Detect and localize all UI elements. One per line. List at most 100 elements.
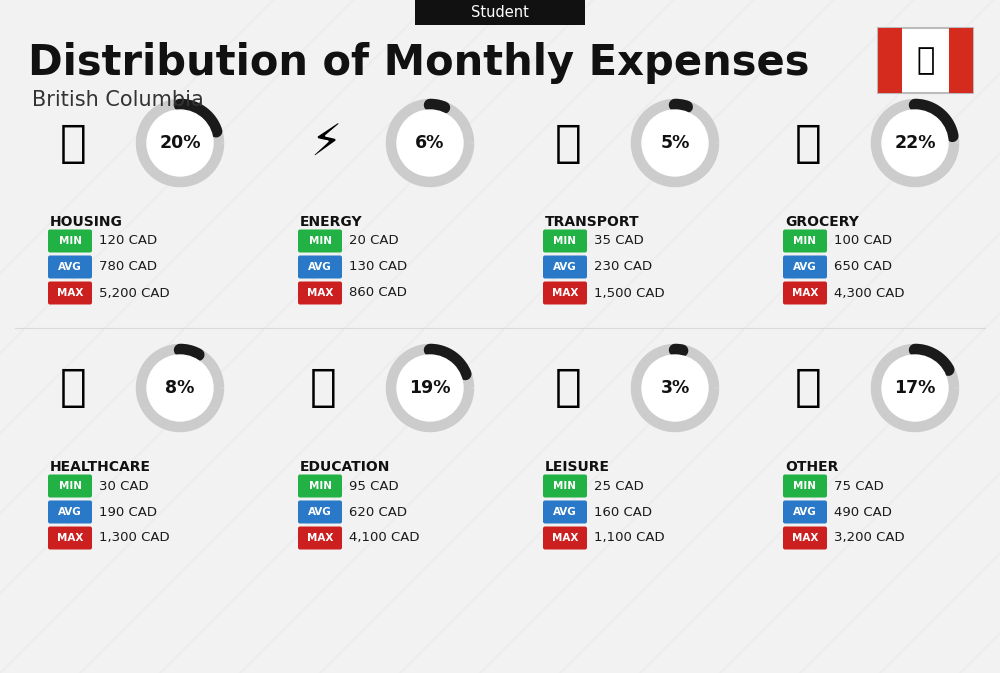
Text: 8%: 8% (165, 379, 195, 397)
Text: 3,200 CAD: 3,200 CAD (834, 532, 905, 544)
Text: LEISURE: LEISURE (545, 460, 610, 474)
FancyBboxPatch shape (298, 281, 342, 304)
FancyBboxPatch shape (298, 474, 342, 497)
Text: MAX: MAX (792, 288, 818, 298)
Text: 20 CAD: 20 CAD (349, 234, 399, 248)
Text: Distribution of Monthly Expenses: Distribution of Monthly Expenses (28, 42, 810, 84)
Text: MIN: MIN (308, 481, 332, 491)
Text: 35 CAD: 35 CAD (594, 234, 644, 248)
Text: AVG: AVG (308, 507, 332, 517)
Text: AVG: AVG (553, 507, 577, 517)
Text: AVG: AVG (58, 507, 82, 517)
Text: 4,300 CAD: 4,300 CAD (834, 287, 904, 299)
FancyBboxPatch shape (543, 256, 587, 279)
Circle shape (882, 355, 948, 421)
Text: 650 CAD: 650 CAD (834, 260, 892, 273)
Text: 🏢: 🏢 (60, 122, 87, 164)
Text: MIN: MIN (308, 236, 332, 246)
Text: 1,300 CAD: 1,300 CAD (99, 532, 170, 544)
FancyBboxPatch shape (543, 526, 587, 549)
Text: Student: Student (471, 5, 529, 20)
FancyBboxPatch shape (543, 501, 587, 524)
FancyBboxPatch shape (298, 501, 342, 524)
Text: 🏥: 🏥 (60, 367, 87, 409)
FancyBboxPatch shape (298, 229, 342, 252)
Text: 25 CAD: 25 CAD (594, 479, 644, 493)
Text: MAX: MAX (307, 533, 333, 543)
FancyBboxPatch shape (783, 526, 827, 549)
Text: AVG: AVG (793, 262, 817, 272)
Text: AVG: AVG (58, 262, 82, 272)
Text: 120 CAD: 120 CAD (99, 234, 157, 248)
Text: 🚌: 🚌 (555, 122, 582, 164)
FancyBboxPatch shape (48, 474, 92, 497)
Text: 860 CAD: 860 CAD (349, 287, 407, 299)
Text: 160 CAD: 160 CAD (594, 505, 652, 518)
FancyBboxPatch shape (48, 229, 92, 252)
Text: OTHER: OTHER (785, 460, 838, 474)
FancyBboxPatch shape (783, 256, 827, 279)
Text: ⚡: ⚡ (310, 122, 341, 164)
Text: AVG: AVG (553, 262, 577, 272)
Text: AVG: AVG (308, 262, 332, 272)
Text: 5%: 5% (660, 134, 690, 152)
Text: 30 CAD: 30 CAD (99, 479, 149, 493)
Text: TRANSPORT: TRANSPORT (545, 215, 640, 229)
Text: GROCERY: GROCERY (785, 215, 859, 229)
Text: 🍁: 🍁 (916, 46, 935, 75)
Text: AVG: AVG (793, 507, 817, 517)
Text: 3%: 3% (660, 379, 690, 397)
FancyBboxPatch shape (543, 281, 587, 304)
FancyBboxPatch shape (878, 28, 902, 93)
Text: 130 CAD: 130 CAD (349, 260, 407, 273)
Circle shape (147, 110, 213, 176)
FancyBboxPatch shape (949, 28, 973, 93)
Text: 🎓: 🎓 (310, 367, 337, 409)
Text: 6%: 6% (415, 134, 445, 152)
Text: 190 CAD: 190 CAD (99, 505, 157, 518)
Text: MIN: MIN (58, 481, 82, 491)
Text: 490 CAD: 490 CAD (834, 505, 892, 518)
Text: MAX: MAX (57, 288, 83, 298)
Text: 95 CAD: 95 CAD (349, 479, 399, 493)
Text: HOUSING: HOUSING (50, 215, 123, 229)
Text: MAX: MAX (552, 288, 578, 298)
Text: 🛍️: 🛍️ (555, 367, 582, 409)
Circle shape (882, 110, 948, 176)
Text: MIN: MIN (554, 481, 576, 491)
Text: MIN: MIN (554, 236, 576, 246)
FancyBboxPatch shape (878, 28, 973, 93)
Text: MAX: MAX (57, 533, 83, 543)
Text: 1,100 CAD: 1,100 CAD (594, 532, 665, 544)
Text: 230 CAD: 230 CAD (594, 260, 652, 273)
FancyBboxPatch shape (783, 281, 827, 304)
Text: 100 CAD: 100 CAD (834, 234, 892, 248)
FancyBboxPatch shape (415, 0, 585, 25)
FancyBboxPatch shape (543, 474, 587, 497)
Text: HEALTHCARE: HEALTHCARE (50, 460, 151, 474)
Text: ENERGY: ENERGY (300, 215, 363, 229)
Text: 20%: 20% (159, 134, 201, 152)
Text: 💰: 💰 (795, 367, 822, 409)
Circle shape (147, 355, 213, 421)
Text: 780 CAD: 780 CAD (99, 260, 157, 273)
FancyBboxPatch shape (48, 526, 92, 549)
FancyBboxPatch shape (48, 256, 92, 279)
Text: 22%: 22% (894, 134, 936, 152)
FancyBboxPatch shape (298, 526, 342, 549)
Text: MAX: MAX (307, 288, 333, 298)
Circle shape (642, 110, 708, 176)
Circle shape (397, 355, 463, 421)
Text: 5,200 CAD: 5,200 CAD (99, 287, 170, 299)
Text: 17%: 17% (894, 379, 936, 397)
FancyBboxPatch shape (783, 474, 827, 497)
Text: MIN: MIN (794, 236, 816, 246)
FancyBboxPatch shape (48, 501, 92, 524)
Text: MIN: MIN (58, 236, 82, 246)
Text: 🛒: 🛒 (795, 122, 822, 164)
FancyBboxPatch shape (783, 229, 827, 252)
Text: 75 CAD: 75 CAD (834, 479, 884, 493)
Text: 4,100 CAD: 4,100 CAD (349, 532, 420, 544)
FancyBboxPatch shape (298, 256, 342, 279)
Text: MAX: MAX (792, 533, 818, 543)
